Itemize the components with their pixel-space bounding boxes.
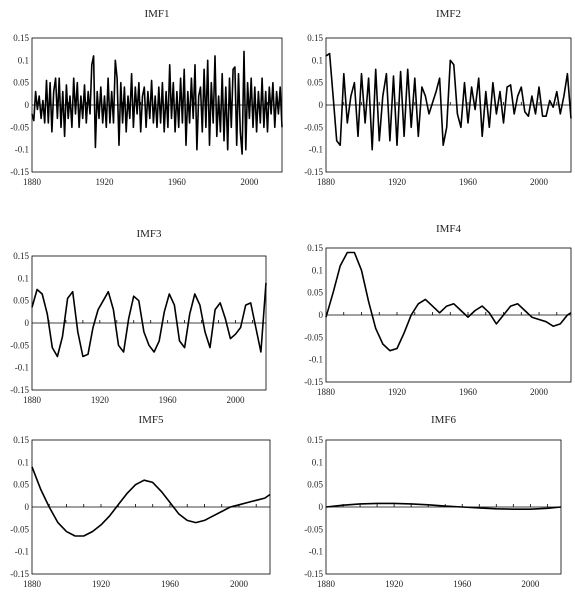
y-tick-label: 0.15 — [13, 435, 29, 445]
y-tick-label: -0.05 — [10, 524, 29, 534]
y-tick-label: -0.1 — [309, 355, 323, 365]
y-tick-label: 0.1 — [312, 457, 323, 467]
y-tick-label: 0.1 — [312, 265, 323, 275]
x-tick-label: 1880 — [23, 395, 42, 405]
x-tick-label: 2000 — [530, 177, 549, 187]
imf-series-line — [325, 52, 572, 151]
imf-series-line — [31, 50, 283, 155]
x-tick-label: 1960 — [168, 177, 187, 187]
y-tick-label: -0.1 — [15, 547, 29, 557]
panel-title: IMF3 — [136, 228, 162, 240]
y-tick-label: 0.15 — [13, 33, 29, 43]
y-tick-label: 0.15 — [13, 251, 29, 261]
y-tick-label: 0.1 — [312, 55, 323, 65]
y-tick-label: 0 — [319, 310, 324, 320]
x-tick-label: 2000 — [521, 579, 540, 589]
y-tick-label: 0.05 — [307, 480, 323, 490]
y-tick-label: -0.05 — [304, 524, 323, 534]
x-tick-label: 1920 — [91, 395, 110, 405]
y-tick-label: 0.05 — [307, 288, 323, 298]
x-tick-label: 1920 — [92, 579, 111, 589]
y-tick-label: 0 — [319, 100, 324, 110]
y-tick-label: 0.05 — [13, 78, 29, 88]
y-tick-label: -0.15 — [304, 167, 323, 177]
y-tick-label: 0 — [319, 502, 324, 512]
y-tick-label: -0.15 — [10, 167, 29, 177]
panel-title: IMF5 — [138, 414, 164, 426]
x-tick-label: 1960 — [453, 579, 472, 589]
x-tick-label: 1960 — [159, 395, 178, 405]
y-tick-label: -0.05 — [304, 122, 323, 132]
y-tick-label: 0.05 — [13, 480, 29, 490]
y-tick-label: 0.15 — [307, 33, 323, 43]
x-tick-label: 1960 — [459, 387, 478, 397]
y-tick-label: -0.05 — [10, 122, 29, 132]
y-tick-label: 0.1 — [18, 457, 29, 467]
panel-title: IMF6 — [431, 414, 457, 426]
panel-title: IMF1 — [144, 8, 169, 20]
x-tick-label: 1920 — [385, 579, 404, 589]
x-tick-label: 2000 — [226, 395, 245, 405]
imf-series-line — [325, 502, 562, 511]
x-tick-label: 1880 — [317, 579, 336, 589]
imf-series-line — [31, 466, 271, 537]
y-tick-label: 0.05 — [307, 78, 323, 88]
y-tick-label: -0.15 — [10, 569, 29, 579]
y-tick-label: -0.1 — [309, 145, 323, 155]
y-tick-label: -0.15 — [10, 385, 29, 395]
y-tick-label: 0.15 — [307, 243, 323, 253]
y-tick-label: 0.15 — [307, 435, 323, 445]
x-tick-label: 2000 — [230, 579, 249, 589]
x-tick-label: 2000 — [240, 177, 259, 187]
y-tick-label: 0 — [25, 318, 30, 328]
x-tick-label: 2000 — [530, 387, 549, 397]
y-tick-label: -0.15 — [304, 377, 323, 387]
panel-title: IMF2 — [436, 8, 461, 20]
imf-series-line — [325, 251, 572, 352]
y-tick-label: -0.05 — [10, 340, 29, 350]
y-tick-label: 0.05 — [13, 296, 29, 306]
x-tick-label: 1960 — [161, 579, 180, 589]
x-tick-label: 1880 — [317, 177, 336, 187]
y-tick-label: 0.1 — [18, 273, 29, 283]
x-tick-label: 1880 — [23, 579, 42, 589]
panel-title: IMF4 — [436, 223, 462, 235]
y-tick-label: -0.1 — [15, 363, 29, 373]
y-tick-label: -0.05 — [304, 332, 323, 342]
imf-series-line — [31, 282, 267, 358]
x-tick-label: 1920 — [95, 177, 114, 187]
x-tick-label: 1880 — [317, 387, 336, 397]
x-tick-label: 1920 — [388, 387, 407, 397]
y-tick-label: 0 — [25, 502, 30, 512]
y-tick-label: 0.1 — [18, 55, 29, 65]
x-tick-label: 1880 — [23, 177, 42, 187]
y-tick-label: 0 — [25, 100, 30, 110]
x-tick-label: 1920 — [388, 177, 407, 187]
y-tick-label: -0.1 — [309, 547, 323, 557]
x-tick-label: 1960 — [459, 177, 478, 187]
y-tick-label: -0.1 — [15, 145, 29, 155]
y-tick-label: -0.15 — [304, 569, 323, 579]
